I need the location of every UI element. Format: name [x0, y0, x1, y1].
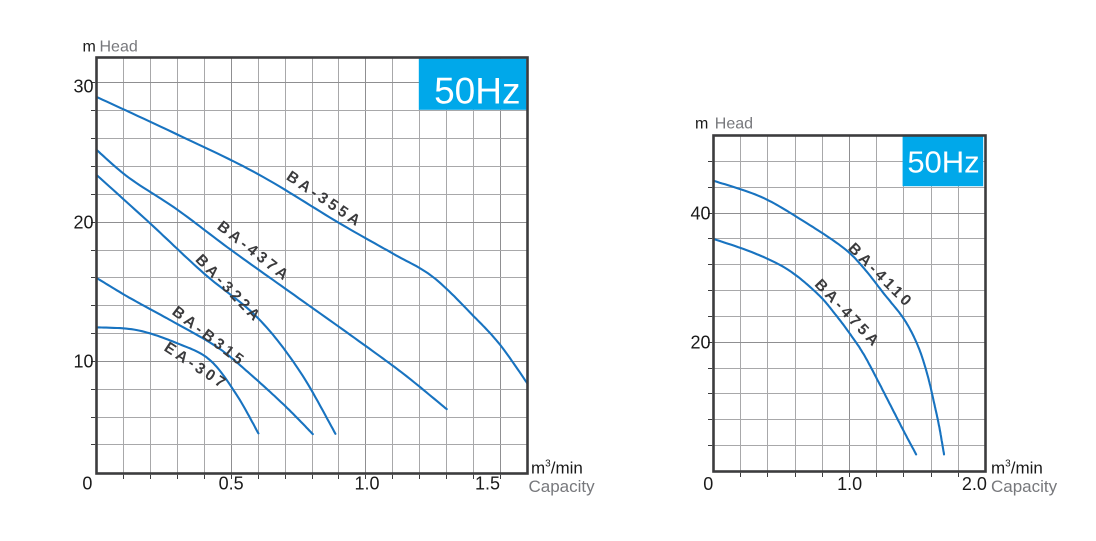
svg-text:10: 10	[73, 352, 93, 372]
svg-text:m: m	[83, 39, 96, 56]
svg-text:m: m	[695, 116, 708, 133]
svg-text:0.5: 0.5	[219, 474, 244, 494]
svg-text:Capacity: Capacity	[991, 477, 1058, 496]
svg-text:20: 20	[73, 213, 93, 233]
svg-text:Head: Head	[100, 39, 138, 56]
svg-text:30: 30	[73, 76, 93, 96]
svg-text:Capacity: Capacity	[529, 477, 596, 496]
svg-text:2.0: 2.0	[962, 474, 987, 494]
svg-text:BA-355A: BA-355A	[283, 168, 366, 232]
svg-text:1.0: 1.0	[837, 474, 862, 494]
svg-text:20: 20	[690, 333, 710, 353]
svg-text:0: 0	[703, 474, 713, 494]
svg-text:50Hz: 50Hz	[907, 145, 979, 180]
svg-text:50Hz: 50Hz	[434, 71, 520, 112]
svg-text:BA-4110: BA-4110	[845, 240, 917, 312]
svg-text:m3/min: m3/min	[991, 459, 1043, 478]
svg-text:0: 0	[82, 474, 92, 494]
svg-text:1.0: 1.0	[354, 474, 379, 494]
svg-text:BA-475A: BA-475A	[811, 276, 884, 352]
svg-text:40: 40	[690, 203, 710, 223]
svg-text:Head: Head	[715, 116, 753, 133]
svg-text:1.5: 1.5	[475, 474, 500, 494]
svg-text:m3/min: m3/min	[531, 459, 583, 478]
